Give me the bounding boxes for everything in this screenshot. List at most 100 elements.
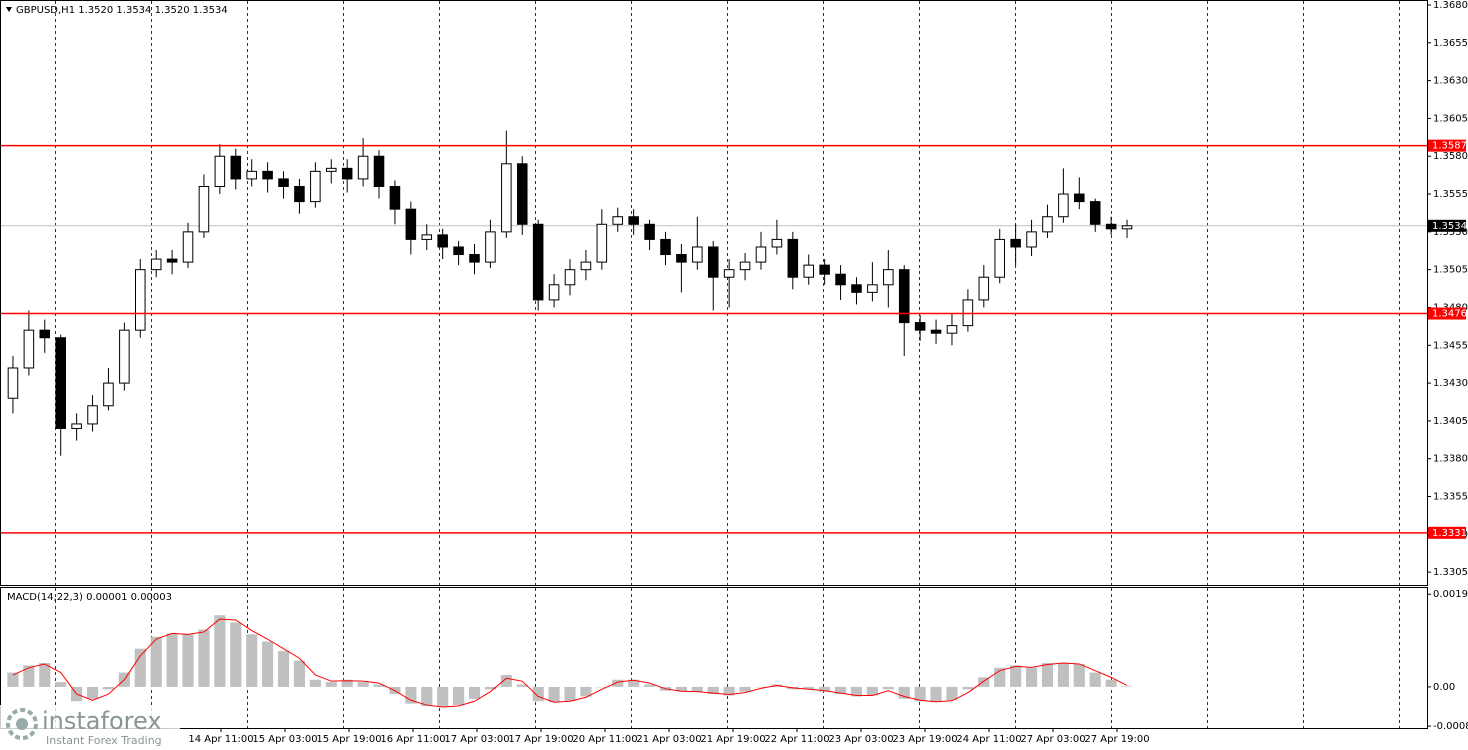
candle-body [548, 284, 560, 301]
candle-body [1074, 193, 1085, 203]
macd-bar [182, 634, 194, 687]
candle-body [580, 261, 592, 271]
macd-bar [246, 634, 258, 687]
x-tick-label: 23 Apr 19:00 [892, 734, 957, 745]
macd-bar [150, 636, 162, 687]
macd-bar [468, 686, 481, 699]
watermark-logo [6, 708, 38, 740]
candle-body [692, 246, 703, 263]
candle-body [182, 231, 194, 263]
macd-bar [564, 686, 576, 702]
watermark-brand: instaforex [42, 707, 162, 735]
candle-body [150, 258, 162, 271]
x-tick-label: 21 Apr 19:00 [700, 734, 765, 745]
candle-body [278, 178, 289, 187]
macd-bar [1057, 663, 1069, 687]
macd-bar [86, 686, 99, 699]
watermark: instaforex Instant Forex Trading [0, 705, 180, 750]
candle-body [198, 185, 210, 233]
y-tick-label: 1.3605 [1433, 113, 1468, 124]
candle-body [103, 382, 114, 407]
candle-body [373, 155, 385, 187]
macd-bar [675, 686, 687, 692]
macd-bar [421, 686, 433, 707]
macd-bar [834, 686, 847, 695]
macd-bar [580, 686, 592, 697]
macd-bar [309, 679, 321, 687]
candle-body [294, 185, 305, 203]
x-tick-label: 24 Apr 11:00 [956, 734, 1021, 745]
macd-bar [962, 686, 974, 690]
candle-body [867, 284, 878, 293]
macd-bar [134, 648, 146, 687]
macd-bar [325, 682, 337, 687]
macd-bar [230, 622, 242, 687]
level-label: 1.3587 [1432, 141, 1467, 152]
candle-body [978, 276, 990, 301]
candle-body [1105, 223, 1117, 230]
macd-bar [484, 686, 496, 690]
macd-signal [12, 618, 1128, 708]
macd-title: MACD(14,22,3) 0.00001 0.00003 [7, 592, 172, 603]
macd-bar [500, 674, 512, 687]
macd-bar [612, 679, 624, 687]
candle-body [405, 208, 417, 240]
macd-bar [1025, 667, 1038, 687]
candle-body [516, 163, 528, 225]
x-tick-label: 15 Apr 03:00 [252, 734, 317, 745]
macd-bar [516, 684, 528, 687]
macd-bar [23, 665, 35, 687]
day-separators [55, 1, 1400, 728]
x-tick-label: 22 Apr 11:00 [764, 734, 829, 745]
y-tick-label: 1.3355 [1433, 492, 1468, 503]
candle-body [246, 170, 257, 180]
macd-bar [739, 686, 751, 692]
macd-bar [341, 679, 353, 687]
macd-bar [55, 682, 67, 687]
x-tick-label: 23 Apr 03:00 [828, 734, 893, 745]
candle-body [357, 155, 369, 180]
x-tick-label: 16 Apr 11:00 [380, 734, 445, 745]
candle-body [501, 163, 512, 233]
candle-body [739, 261, 751, 271]
macd-bar [1089, 672, 1101, 687]
macd-bar [102, 686, 115, 690]
chart-title: GBPUSD,H1 1.3520 1.3534 1.3520 1.3534 [16, 5, 228, 16]
y-tick-label: 1.3305 [1433, 567, 1468, 578]
level-label-bg [1428, 307, 1466, 320]
y-tick-label: 0.00194 [1433, 589, 1468, 600]
candle-body [660, 238, 671, 256]
symbol-arrow [6, 7, 12, 12]
y-tick-label: 1.3405 [1433, 416, 1468, 427]
candle-body [1121, 225, 1133, 230]
y-tick-label: 1.3455 [1433, 340, 1468, 351]
candle-body [1058, 193, 1069, 218]
macd-bar [994, 667, 1006, 687]
candle-body [532, 223, 544, 301]
candle-body [421, 234, 433, 240]
macd-bar [914, 686, 926, 702]
candle-body [389, 185, 401, 210]
x-tick-label: 27 Apr 19:00 [1084, 734, 1149, 745]
macd-bar [850, 686, 863, 697]
level-label-bg [1428, 139, 1466, 152]
macd-bar [596, 686, 608, 688]
macd-bar [277, 651, 290, 687]
x-tick-label: 17 Apr 19:00 [508, 734, 573, 745]
candle-body [39, 329, 51, 339]
macd-bar [39, 663, 51, 687]
candle-body [214, 155, 226, 187]
candle-body [469, 254, 480, 263]
x-tick-label: 21 Apr 03:00 [636, 734, 701, 745]
macd-bar [373, 684, 385, 687]
candle-body [166, 258, 178, 263]
candle-body [707, 246, 719, 278]
y-tick-label: 1.3380 [1433, 454, 1468, 465]
macd-bar [214, 615, 226, 687]
candle-body [787, 238, 799, 278]
macd-bar [532, 686, 544, 702]
macd-bar [644, 684, 656, 687]
candle-body [119, 329, 130, 384]
y-tick-label: 1.3680 [1433, 0, 1468, 11]
macd-bar [262, 641, 274, 687]
